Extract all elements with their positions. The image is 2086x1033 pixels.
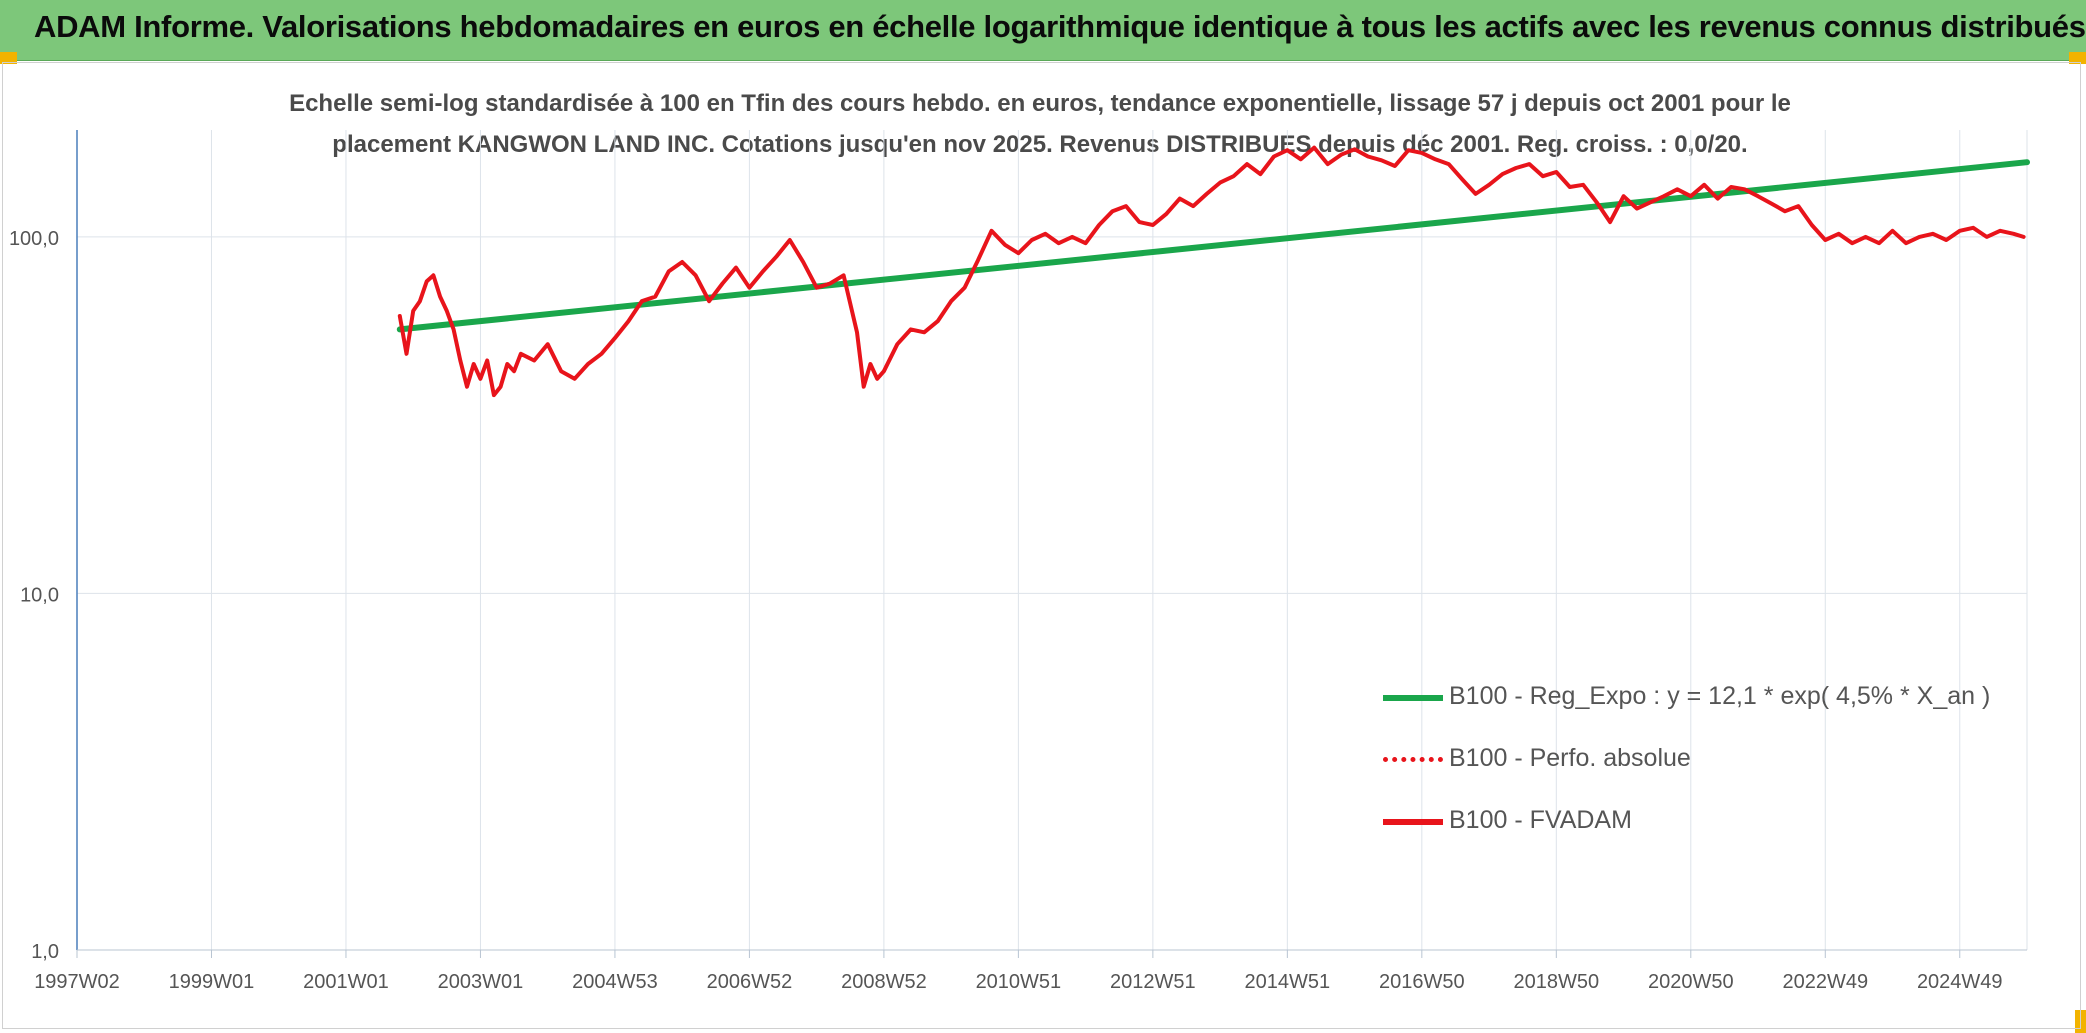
- y-tick-label: 100,0: [9, 228, 59, 250]
- y-tick-label: 1,0: [31, 941, 59, 963]
- legend-swatch-perfo-absolue: [1383, 757, 1443, 762]
- x-tick-label: 2012W51: [1110, 971, 1196, 993]
- series-layer: [396, 145, 2030, 398]
- legend-swatch-fvadam: [1383, 819, 1443, 825]
- legend-swatch-reg-expo: [1383, 695, 1443, 701]
- x-tick-label: 2024W49: [1917, 971, 2003, 993]
- series-line-fvadam: [397, 145, 2026, 398]
- x-tick-label: 2004W53: [572, 971, 658, 993]
- corner-marker-right: [2069, 52, 2086, 64]
- legend-label-perfo-absolue: B100 - Perfo. absolue: [1449, 744, 1691, 772]
- x-tick-label: 2016W50: [1379, 971, 1465, 993]
- legend-label-fvadam: B100 - FVADAM: [1449, 806, 1632, 834]
- x-tick-label: 2020W50: [1648, 971, 1734, 993]
- legend-item-fvadam: B100 - FVADAM: [1383, 806, 2023, 836]
- chart-frame: [2, 62, 2081, 1029]
- x-tick-label: 1997W02: [34, 971, 120, 993]
- axis-layer: 1,0 10,0 100,0 1997W02 1999W01 2001W01 2003W01…: [9, 130, 2027, 993]
- x-tick-label: 2018W50: [1513, 971, 1599, 993]
- x-tick-label: 2022W49: [1782, 971, 1868, 993]
- series-line-reg-expo: [396, 159, 2030, 333]
- x-tick-label: 2003W01: [438, 971, 524, 993]
- report-title: ADAM Informe. Valorisations hebdomadaire…: [34, 9, 2086, 44]
- legend-item-reg-expo: B100 - Reg_Expo : y = 12,1 * exp( 4,5% *…: [1383, 682, 2023, 712]
- corner-marker-left: [0, 52, 17, 64]
- legend-item-perfo-absolue: B100 - Perfo. absolue: [1383, 744, 2023, 774]
- chart-title-line-1: Echelle semi-log standardisée à 100 en T…: [289, 90, 1791, 117]
- header-banner: ADAM Informe. Valorisations hebdomadaire…: [0, 0, 2086, 61]
- x-tick-label: 2008W52: [841, 971, 927, 993]
- x-tick-label: 2001W01: [303, 971, 389, 993]
- chart-title-line-2: placement KANGWON LAND INC. Cotations ju…: [332, 131, 1748, 158]
- x-tick-label: 2010W51: [976, 971, 1062, 993]
- x-tick-label: 1999W01: [169, 971, 255, 993]
- y-tick-label: 10,0: [20, 584, 59, 606]
- x-tick-label: 2014W51: [1245, 971, 1331, 993]
- legend-label-reg-expo: B100 - Reg_Expo : y = 12,1 * exp( 4,5% *…: [1449, 682, 1991, 710]
- x-tick-label: 2006W52: [707, 971, 793, 993]
